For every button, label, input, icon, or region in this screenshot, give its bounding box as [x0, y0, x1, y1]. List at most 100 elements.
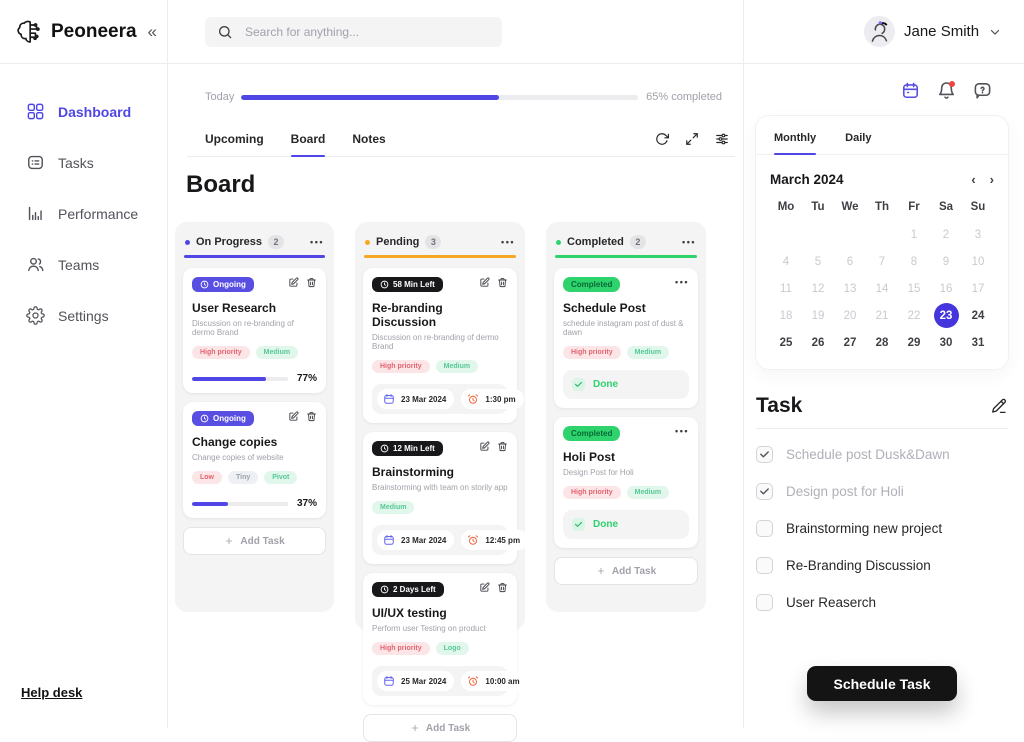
kanban-card[interactable]: Completed ••• Holi Post Design Post for Hol…: [554, 417, 698, 548]
edit-icon[interactable]: [288, 411, 299, 422]
kanban-card[interactable]: 12 Min Left Brainstorming Brainstorming wi…: [363, 432, 529, 564]
calendar-day[interactable]: 19: [811, 309, 825, 322]
calendar-day[interactable]: 2: [942, 228, 950, 241]
search-input[interactable]: [243, 24, 490, 40]
trash-icon[interactable]: [497, 582, 508, 593]
calendar-day[interactable]: 10: [971, 255, 985, 268]
refresh-icon[interactable]: [655, 132, 669, 146]
calendar-day[interactable]: 5: [814, 255, 822, 268]
bell-icon[interactable]: [937, 81, 956, 100]
calendar-day[interactable]: 31: [971, 336, 985, 349]
expand-icon[interactable]: [685, 132, 699, 146]
column-title: Pending: [376, 236, 420, 248]
more-options-icon[interactable]: •••: [682, 237, 696, 247]
task-checkbox[interactable]: [756, 520, 773, 537]
calendar-day[interactable]: 22: [907, 309, 921, 322]
calendar-day[interactable]: 21: [875, 309, 889, 322]
calendar-day[interactable]: 17: [971, 282, 985, 295]
calendar-day[interactable]: 3: [974, 228, 982, 241]
collapse-sidebar-icon[interactable]: «: [147, 22, 158, 41]
calendar-day[interactable]: 6: [846, 255, 854, 268]
calendar-day[interactable]: 26: [811, 336, 825, 349]
more-options-icon[interactable]: •••: [310, 237, 324, 247]
calendar-day[interactable]: 18: [779, 309, 793, 322]
card-schedule: 25 Mar 2024 10:00 am: [372, 666, 528, 696]
calendar-day[interactable]: 28: [875, 336, 889, 349]
add-task-button[interactable]: Add Task: [363, 714, 517, 742]
sidebar-item-tasks[interactable]: Tasks: [0, 137, 167, 188]
calendar-day[interactable]: 4: [782, 255, 790, 268]
calendar-day[interactable]: 16: [939, 282, 953, 295]
calendar-day[interactable]: 24: [971, 309, 985, 322]
view-tab-daily[interactable]: Daily: [845, 132, 872, 144]
schedule-task-button[interactable]: Schedule Task: [807, 666, 957, 701]
tab-board[interactable]: Board: [290, 132, 325, 157]
calendar-day[interactable]: 25: [779, 336, 793, 349]
tag: High priority: [372, 360, 430, 373]
clock-icon: [380, 444, 389, 453]
trash-icon[interactable]: [497, 277, 508, 288]
edit-task-icon[interactable]: [990, 397, 1008, 415]
kanban-card[interactable]: 58 Min Left Re-branding Discussion Discuss…: [363, 268, 524, 423]
done-checkbox[interactable]: [572, 378, 585, 391]
calendar-day[interactable]: 1: [910, 228, 918, 241]
calendar-day[interactable]: 7: [878, 255, 886, 268]
calendar-day[interactable]: 8: [910, 255, 918, 268]
task-checkbox[interactable]: [756, 446, 773, 463]
kanban-card[interactable]: Completed ••• Schedule Post schedule instag…: [554, 268, 698, 408]
done-checkbox[interactable]: [572, 518, 585, 531]
search-box[interactable]: [205, 17, 502, 47]
column-accent-line: [184, 255, 325, 258]
task-checkbox[interactable]: [756, 594, 773, 611]
next-month-icon[interactable]: ›: [989, 172, 994, 187]
calendar-day[interactable]: 13: [843, 282, 857, 295]
task-checkbox[interactable]: [756, 483, 773, 500]
trash-icon[interactable]: [497, 441, 508, 452]
more-options-icon[interactable]: •••: [675, 426, 689, 436]
kanban-card[interactable]: Ongoing Change copies Change copies of web…: [183, 402, 326, 518]
sidebar-item-performance[interactable]: Performance: [0, 188, 167, 239]
more-options-icon[interactable]: •••: [501, 237, 515, 247]
calendar-day-selected[interactable]: 23: [933, 303, 959, 328]
edit-icon[interactable]: [479, 277, 490, 288]
card-title: Schedule Post: [563, 301, 646, 315]
view-tab-monthly[interactable]: Monthly: [774, 132, 817, 155]
tab-upcoming[interactable]: Upcoming: [205, 132, 264, 146]
add-task-button[interactable]: Add Task: [554, 557, 698, 585]
add-task-button[interactable]: Add Task: [183, 527, 326, 555]
edit-icon[interactable]: [479, 441, 490, 452]
trash-icon[interactable]: [306, 411, 317, 422]
kanban-card[interactable]: 2 Days Left UI/UX testing Perform user Tes…: [363, 573, 528, 705]
calendar-day[interactable]: 15: [907, 282, 921, 295]
calendar-day[interactable]: 27: [843, 336, 857, 349]
calendar-day[interactable]: 11: [780, 282, 792, 295]
calendar-day[interactable]: 30: [939, 336, 953, 349]
help-desk-link[interactable]: Help desk: [21, 685, 83, 700]
kanban-card[interactable]: Ongoing User Research Discussion on re-bra…: [183, 268, 326, 393]
calendar-day[interactable]: 29: [907, 336, 921, 349]
sidebar-item-dashboard[interactable]: Dashboard: [0, 86, 167, 137]
card-title: User Research: [192, 301, 277, 315]
filter-icon[interactable]: [715, 132, 729, 146]
edit-icon[interactable]: [288, 277, 299, 288]
calendar-day[interactable]: 14: [875, 282, 889, 295]
main-content: Today 65% completed Upcoming Board Notes B…: [168, 64, 743, 742]
calendar-day[interactable]: 20: [843, 309, 857, 322]
more-options-icon[interactable]: •••: [675, 277, 689, 287]
board-tabs-bar: Upcoming Board Notes: [187, 127, 735, 157]
task-panel-title: Task: [756, 394, 803, 417]
calendar-day[interactable]: 9: [942, 255, 950, 268]
calendar-day[interactable]: 12: [811, 282, 825, 295]
sidebar-item-teams[interactable]: Teams: [0, 239, 167, 290]
card-status-badge: 2 Days Left: [372, 582, 444, 597]
trash-icon[interactable]: [306, 277, 317, 288]
sidebar-item-settings[interactable]: Settings: [0, 290, 167, 341]
task-checkbox[interactable]: [756, 557, 773, 574]
calendar-icon[interactable]: [901, 81, 920, 100]
user-menu[interactable]: Jane Smith: [864, 16, 1002, 47]
prev-month-icon[interactable]: ‹: [971, 172, 976, 187]
task-divider: [756, 428, 1008, 429]
help-chat-icon[interactable]: [973, 81, 992, 100]
tab-notes[interactable]: Notes: [352, 132, 386, 146]
edit-icon[interactable]: [479, 582, 490, 593]
